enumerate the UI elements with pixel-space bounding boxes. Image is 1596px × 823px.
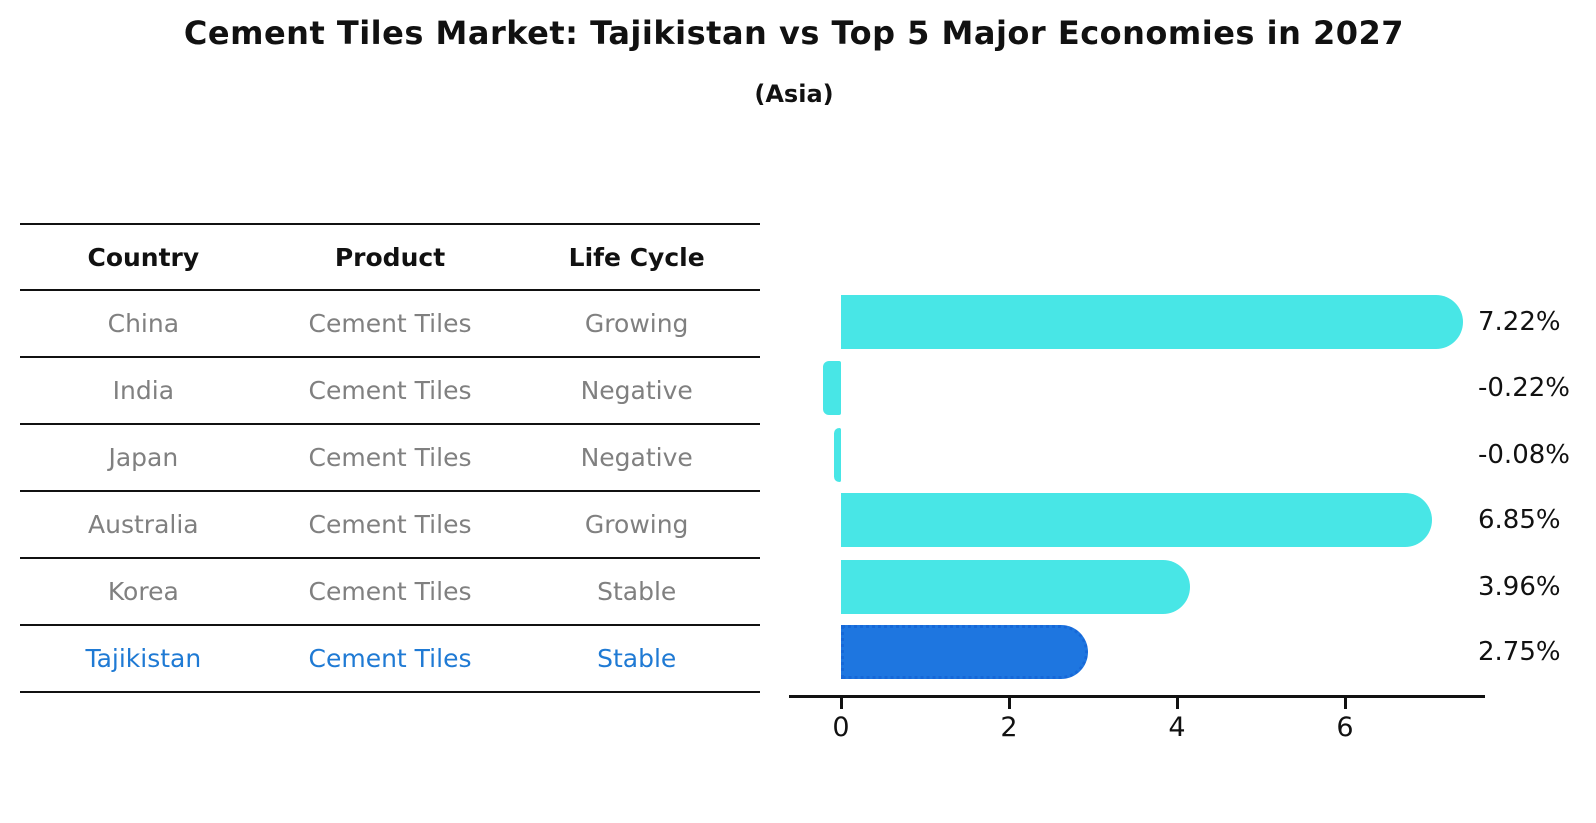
cell-country: Tajikistan (85, 644, 202, 673)
page-title: Cement Tiles Market: Tajikistan vs Top 5… (183, 14, 1405, 52)
cell-product: Cement Tiles (308, 376, 472, 405)
cell-life-cycle: Negative (580, 376, 693, 405)
bar-value-label-china: 7.22% (1478, 307, 1561, 337)
x-axis-tick-label: 6 (1336, 712, 1354, 743)
bar-china (841, 295, 1464, 349)
country-table: Country Product Life Cycle China Cement … (20, 223, 760, 693)
cell-product: Cement Tiles (308, 309, 472, 338)
bar-japan (834, 428, 841, 482)
cell-life-cycle: Stable (597, 644, 677, 673)
bar-tajikistan (841, 625, 1088, 679)
cell-life-cycle: Negative (580, 443, 693, 472)
bar-india (822, 361, 841, 415)
column-header-life-cycle: Life Cycle (568, 242, 705, 272)
bar-value-label-india: -0.22% (1478, 373, 1570, 403)
cell-country: Australia (88, 510, 199, 539)
x-axis-tick-label: 4 (1168, 712, 1186, 743)
cell-country: Japan (108, 443, 179, 472)
table-row-japan: Japan Cement Tiles Negative (20, 425, 760, 492)
x-axis-tick (1008, 698, 1011, 709)
cell-product: Cement Tiles (308, 510, 472, 539)
table-row-korea: Korea Cement Tiles Stable (20, 559, 760, 626)
table-row-australia: Australia Cement Tiles Growing (20, 492, 760, 559)
x-axis-tick (840, 698, 843, 709)
page-subtitle: (Asia) (754, 80, 834, 108)
cell-life-cycle: Growing (584, 510, 689, 539)
table-row-india: India Cement Tiles Negative (20, 358, 760, 425)
x-axis-tick-label: 2 (1000, 712, 1018, 743)
cell-life-cycle: Growing (584, 309, 689, 338)
cell-product: Cement Tiles (308, 577, 472, 606)
cell-product: Cement Tiles (308, 644, 472, 673)
table-row-tajikistan: Tajikistan Cement Tiles Stable (20, 626, 760, 693)
bar-value-label-australia: 6.85% (1478, 505, 1561, 535)
x-axis-tick (1344, 698, 1347, 709)
bar-korea (841, 560, 1190, 614)
column-header-country: Country (87, 242, 200, 272)
bar-value-label-tajikistan: 2.75% (1478, 637, 1561, 667)
cell-country: Korea (107, 577, 179, 606)
x-axis-line (789, 695, 1485, 698)
x-axis-tick-label: 0 (832, 712, 850, 743)
bar-value-label-korea: 3.96% (1478, 572, 1561, 602)
x-axis-tick (1176, 698, 1179, 709)
cell-product: Cement Tiles (308, 443, 472, 472)
table-header-row: Country Product Life Cycle (20, 225, 760, 291)
bar-australia (841, 493, 1433, 547)
cell-life-cycle: Stable (597, 577, 677, 606)
column-header-product: Product (334, 242, 446, 272)
cell-country: India (112, 376, 175, 405)
table-row-china: China Cement Tiles Growing (20, 291, 760, 358)
bar-value-label-japan: -0.08% (1478, 440, 1570, 470)
cell-country: China (107, 309, 180, 338)
